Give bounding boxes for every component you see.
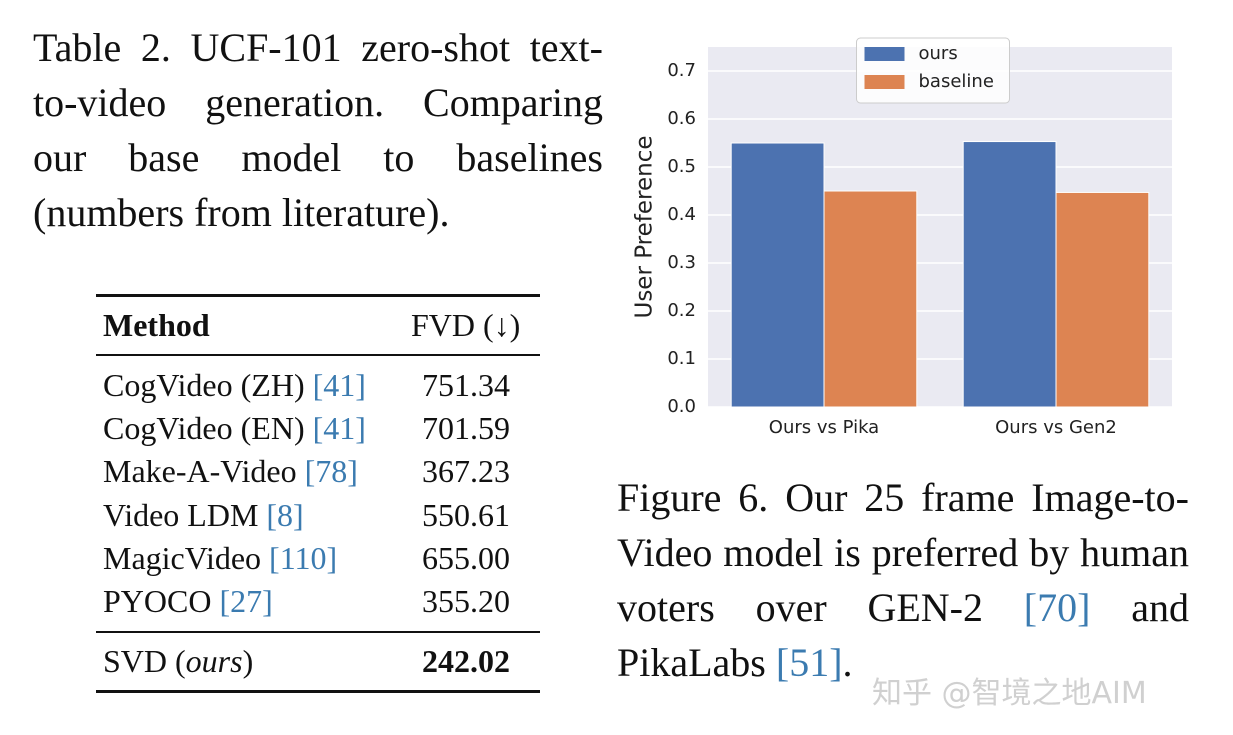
header-method: Method [103, 307, 210, 343]
fvd-cell: 550.61 [422, 496, 510, 533]
citation: [41] [312, 410, 366, 447]
watermark: 知乎 @智境之地AIM [872, 676, 1147, 711]
fvd-cell: 751.34 [422, 367, 510, 403]
y-tick-label: 0.5 [667, 156, 696, 177]
y-tick-label: 0.6 [667, 108, 696, 129]
caption-text: . [842, 640, 853, 685]
bar [1055, 191, 1150, 408]
fvd-cell: 655.00 [422, 539, 510, 576]
y-tick-label: 0.7 [667, 60, 696, 81]
method-part: ) [242, 643, 254, 679]
x-tick-label: Ours vs Gen2 [995, 417, 1117, 438]
caption-text: and PikaLabs [617, 585, 1189, 685]
method-name: CogVideo (EN) [103, 410, 313, 447]
legend-swatch [864, 47, 905, 61]
method-name: Video LDM [103, 496, 267, 533]
chart: 0.0 0.1 0.2 0.3 0.4 0.5 0.6 0.7 User Preference O… [632, 37, 1172, 438]
method-name: PYOCO [103, 583, 220, 619]
method-name: CogVideo (ZH) [103, 367, 313, 403]
method-cell: PYOCO [27] [103, 581, 273, 621]
bar [730, 142, 825, 408]
bar [823, 190, 918, 408]
y-tick-label: 0.0 [667, 396, 696, 417]
y-axis-label: User Preference [632, 135, 658, 318]
method-part: ours [185, 643, 243, 679]
fvd-cell: 367.23 [422, 453, 510, 490]
bar [962, 141, 1057, 408]
citation: [110] [269, 539, 338, 576]
method-cell: CogVideo (EN) [41] [103, 408, 366, 448]
citation: [27] [219, 583, 273, 619]
table-rule [96, 294, 540, 297]
x-tick-label: Ours vs Pika [769, 417, 879, 438]
method-part: SVD ( [103, 643, 186, 679]
method-cell: Video LDM [8] [103, 495, 304, 535]
table-rule [96, 690, 540, 693]
table-caption: Table 2. UCF-101 zero-shot text-to-video… [33, 25, 603, 235]
method-name: MagicVideo [103, 539, 270, 576]
fvd-cell: 242.02 [422, 643, 510, 679]
header-fvd: FVD (↓) [411, 307, 521, 343]
method-cell: MagicVideo [110] [103, 538, 337, 578]
citation: [8] [266, 496, 304, 533]
method-name: Make-A-Video [103, 453, 305, 490]
method-cell: CogVideo (ZH) [41] [103, 365, 366, 405]
citation: [78] [304, 453, 358, 490]
legend-label: baseline [919, 71, 994, 92]
fvd-cell: 355.20 [422, 583, 510, 619]
method-cell: SVD (ours) [103, 641, 253, 681]
legend-label: ours [919, 43, 958, 64]
caption-text: Figure 6. Our 25 frame Image-to-Video mo… [617, 475, 1189, 630]
citation: [41] [312, 367, 366, 403]
table-rule [96, 631, 540, 633]
citation: [70] [1023, 585, 1091, 630]
citation: [51] [775, 640, 843, 685]
y-tick-label: 0.3 [667, 252, 696, 273]
method-cell: Make-A-Video [78] [103, 451, 358, 491]
fvd-cell: 701.59 [422, 410, 510, 447]
table-rule [96, 354, 540, 356]
legend-swatch [864, 75, 905, 89]
figure-caption: Figure 6. Our 25 frame Image-to-Video mo… [617, 470, 1189, 690]
y-tick-label: 0.2 [667, 300, 696, 321]
y-tick-label: 0.4 [667, 204, 696, 225]
y-tick-label: 0.1 [667, 348, 696, 369]
